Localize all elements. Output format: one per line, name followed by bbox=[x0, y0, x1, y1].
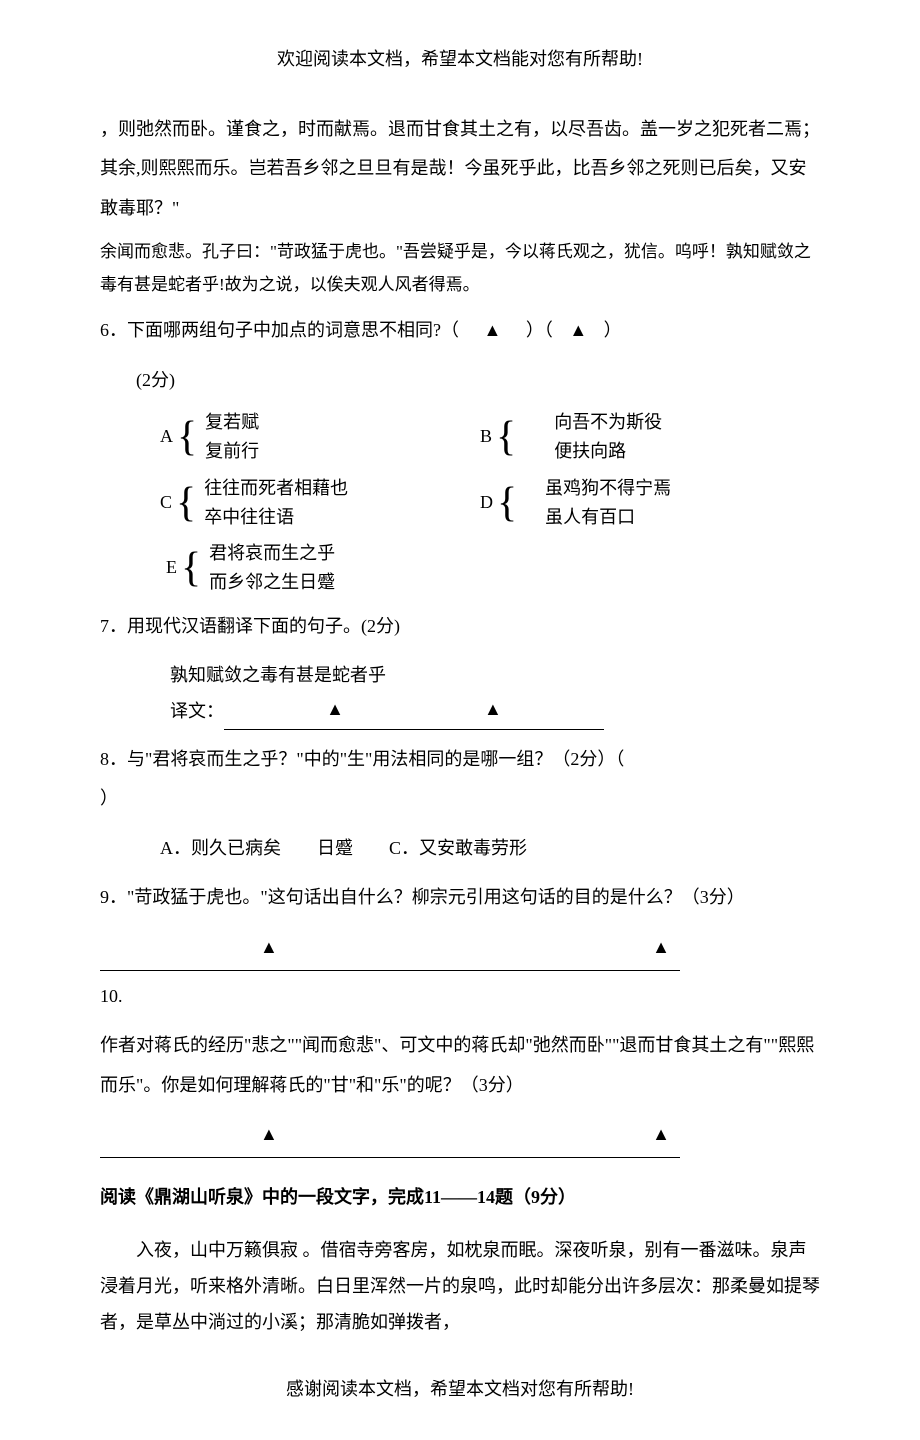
q9-answer-line: ▲ ▲ bbox=[100, 928, 680, 971]
q6-score: (2分) bbox=[100, 361, 820, 401]
triangle-icon: ▲ bbox=[484, 311, 502, 351]
q8-options: A．则久已病矣 日蹙 C．又安敢毒劳形 bbox=[160, 829, 820, 869]
passage-p1: ，则弛然而卧。谨食之，时而献焉。退而甘食其土之有，以尽吾齿。盖一岁之犯死者二焉；… bbox=[100, 110, 820, 229]
option-b-line2: 便扶向路 bbox=[554, 437, 662, 466]
q10-num: 10. bbox=[100, 977, 820, 1017]
triangle-icon: ▲ bbox=[569, 311, 587, 351]
option-c-line1: 往往而死者相藉也 bbox=[204, 474, 348, 503]
brace-icon: { bbox=[496, 408, 516, 466]
q9-text: 9．"苛政猛于虎也。"这句话出自什么？柳宗元引用这句话的目的是什么？（3分） bbox=[100, 878, 820, 918]
brace-icon: { bbox=[497, 474, 517, 532]
q6-text: 6．下面哪两组句子中加点的词意思不相同?（ ▲ ）（ ▲ ） bbox=[100, 311, 820, 351]
q6-options: A { 复若赋 复前行 B { 向吾不为斯役 便扶向路 C { 往往而死者相藉也… bbox=[160, 408, 820, 597]
q7-translation: 孰知赋敛之毒有甚是蛇者乎 译文：▲▲ bbox=[170, 657, 820, 730]
section2-title: 阅读《鼎湖山听泉》中的一段文字，完成11——14题（9分） bbox=[100, 1178, 820, 1218]
option-a-line1: 复若赋 bbox=[205, 408, 259, 437]
option-c-letter: C bbox=[160, 483, 172, 523]
q10-text: 作者对蒋氏的经历"悲之""闻而愈悲"、可文中的蒋氏却"弛然而卧""退而甘食其土之… bbox=[100, 1026, 820, 1105]
option-e-line1: 君将哀而生之乎 bbox=[209, 539, 335, 568]
option-e-line2: 而乡邻之生日蹙 bbox=[209, 568, 335, 597]
passage-p2: 余闻而愈悲。孔子曰："苛政猛于虎也。"吾尝疑乎是，今以蒋氏观之，犹信。呜呼！孰知… bbox=[100, 236, 820, 301]
brace-icon: { bbox=[181, 539, 201, 597]
q10-answer-line: ▲ ▲ bbox=[100, 1115, 680, 1158]
doc-header: 欢迎阅读本文档，希望本文档能对您有所帮助! bbox=[100, 40, 820, 80]
brace-icon: { bbox=[177, 408, 197, 466]
q7-text: 7．用现代汉语翻译下面的句子。(2分) bbox=[100, 607, 820, 647]
brace-icon: { bbox=[176, 474, 196, 532]
option-c-line2: 卒中往往语 bbox=[204, 503, 348, 532]
option-b-letter: B bbox=[480, 417, 492, 457]
option-b-line1: 向吾不为斯役 bbox=[554, 408, 662, 437]
section2-para: 入夜，山中万籁俱寂 。借宿寺旁客房，如枕泉而眠。深夜听泉，别有一番滋味。泉声浸着… bbox=[100, 1232, 820, 1340]
option-d-line1: 虽鸡狗不得宁焉 bbox=[545, 474, 671, 503]
option-e-letter: E bbox=[166, 548, 177, 588]
option-a-line2: 复前行 bbox=[205, 437, 259, 466]
option-a-letter: A bbox=[160, 417, 173, 457]
doc-footer: 感谢阅读本文档，希望本文档对您有所帮助! bbox=[100, 1370, 820, 1410]
q8-text: 8．与"君将哀而生之乎？"中的"生"用法相同的是哪一组？（2分）（ ） bbox=[100, 740, 820, 819]
option-d-letter: D bbox=[480, 483, 493, 523]
option-d-line2: 虽人有百口 bbox=[545, 503, 671, 532]
